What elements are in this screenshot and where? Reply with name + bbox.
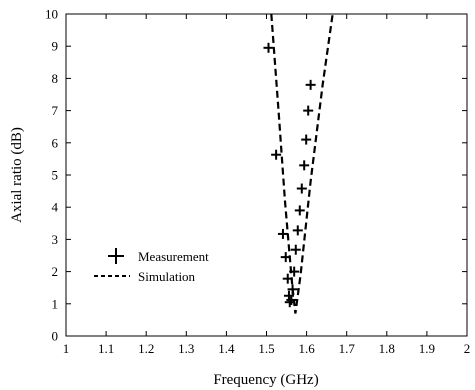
y-tick-label: 3 (52, 232, 59, 247)
y-tick-label: 0 (52, 329, 59, 344)
measurement-point (263, 42, 274, 53)
measurement-point (290, 244, 301, 255)
x-tick-label: 1.1 (98, 341, 114, 356)
y-axis-label: Axial ratio (dB) (9, 127, 25, 223)
x-tick-label: 1.2 (138, 341, 154, 356)
measurement-point (305, 79, 316, 90)
measurement-point (271, 149, 282, 160)
legend-measurement-marker (108, 248, 124, 264)
y-tick-label: 7 (52, 103, 59, 118)
measurement-point (299, 160, 310, 171)
x-axis-label: Frequency (GHz) (213, 372, 318, 388)
x-tick-label: 1.8 (379, 341, 395, 356)
y-tick-label: 5 (52, 168, 59, 183)
measurement-point (296, 183, 307, 194)
x-tick-label: 2 (464, 341, 471, 356)
legend-simulation-label: Simulation (138, 269, 196, 284)
measurement-point (292, 225, 303, 236)
y-tick-label: 8 (52, 71, 59, 86)
x-tick-label: 1.4 (218, 341, 235, 356)
x-tick-label: 1.3 (178, 341, 194, 356)
y-axis-ticks: 0 1 2 3 4 5 6 7 8 9 10 (45, 7, 467, 344)
y-tick-label: 1 (52, 296, 59, 311)
measurement-point (277, 228, 288, 239)
measurement-point (286, 294, 297, 305)
measurement-point (284, 297, 295, 308)
measurement-point (301, 134, 312, 145)
measurement-point (282, 273, 293, 284)
y-tick-label: 4 (52, 200, 59, 215)
measurement-point (303, 105, 314, 116)
y-tick-label: 9 (52, 39, 59, 54)
measurement-point (294, 205, 305, 216)
y-tick-label: 2 (52, 264, 59, 279)
x-tick-label: 1 (63, 341, 70, 356)
y-tick-label: 6 (52, 135, 59, 150)
x-tick-label: 1.7 (339, 341, 356, 356)
legend-measurement-label: Measurement (138, 249, 209, 264)
series-layer (263, 13, 334, 314)
x-tick-label: 1.9 (419, 341, 435, 356)
legend: Measurement Simulation (94, 248, 209, 284)
y-tick-label: 10 (45, 7, 58, 22)
plot-frame (65, 13, 468, 337)
simulation-line (270, 13, 334, 314)
measurement-point (289, 266, 300, 277)
measurement-point (280, 252, 291, 263)
x-tick-label: 1.5 (258, 341, 274, 356)
measurement-point (287, 284, 298, 295)
x-axis-ticks: 1 1.1 1.2 1.3 1.4 1.5 1.6 1.7 1.8 1.9 2 (63, 14, 471, 356)
x-tick-label: 1.6 (298, 341, 315, 356)
